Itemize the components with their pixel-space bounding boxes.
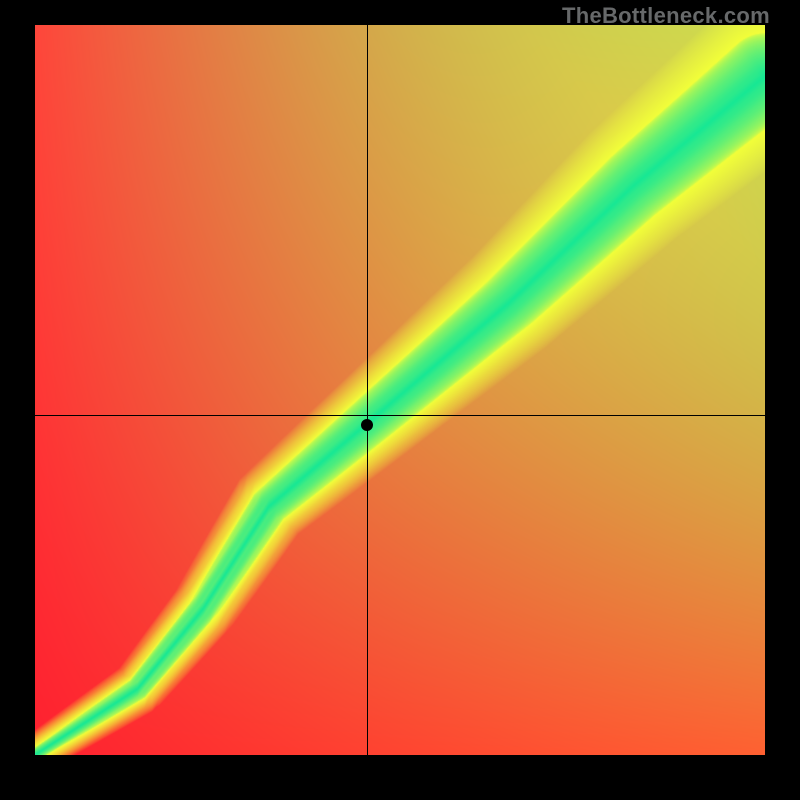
plot-area <box>35 25 765 755</box>
crosshair-vertical <box>367 25 368 755</box>
crosshair-horizontal <box>35 415 765 416</box>
heatmap-canvas <box>35 25 765 755</box>
outer-frame: TheBottleneck.com <box>0 0 800 800</box>
watermark-text: TheBottleneck.com <box>562 3 770 29</box>
